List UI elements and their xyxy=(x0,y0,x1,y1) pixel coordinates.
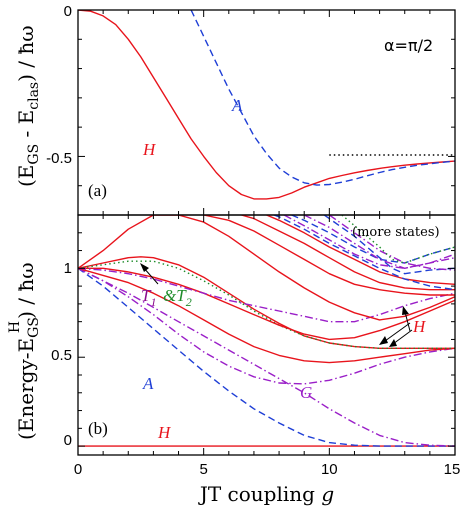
series-line-g1 xyxy=(78,267,455,447)
t1-sub: 1 xyxy=(150,295,156,309)
panel-a-series-label-a: A xyxy=(231,96,243,115)
arrow-h1-head xyxy=(379,336,388,345)
series-line-h5 xyxy=(203,215,455,296)
series-line-h4 xyxy=(78,215,455,321)
series-line-a1 xyxy=(78,267,455,447)
series-line-h1 xyxy=(78,267,455,364)
series-line-t1-t2 xyxy=(78,260,455,349)
x-axis-label-var: g xyxy=(321,482,334,506)
panel-a-ylabel-sub2: clas xyxy=(26,82,42,110)
panel-a-ylabel: (EGS - Eclas) / ħω xyxy=(14,25,42,187)
panel-b-ylabel-sup: H xyxy=(7,321,23,333)
series-line-h6 xyxy=(241,215,455,291)
series-line-g3 xyxy=(78,267,455,323)
panel-b-label-t2: &T2 xyxy=(163,286,192,309)
series-line-a4 xyxy=(323,215,455,275)
panel-b-label-t1: T1 xyxy=(141,286,156,309)
alpha-annotation: α=π/2 xyxy=(384,36,433,55)
xtick-label-15: 15 xyxy=(444,461,461,478)
arrow-h3-head xyxy=(402,306,409,315)
panel-b-ytick-label-0: 0 xyxy=(64,432,72,449)
series-line-g4 xyxy=(283,215,455,269)
xtick-label-0: 0 xyxy=(74,461,82,478)
panel-a-label: (a) xyxy=(88,181,107,200)
panel-b-label-g: G xyxy=(300,383,312,402)
panel-b-label-h-ground: H xyxy=(157,423,172,442)
panel-b-ylabel-sub: GS xyxy=(26,317,42,338)
arrow-t-head xyxy=(140,263,149,272)
series-line-h xyxy=(78,10,455,200)
panel-a: 0 -0.5 (a) α=π/2 H A (EGS - Eclas) / ħω xyxy=(14,3,456,216)
t2-sub: 2 xyxy=(186,295,192,309)
panel-b-ticks xyxy=(77,214,456,455)
xtick-label-10: 10 xyxy=(321,461,338,478)
panel-a-ylabel-tail: ) / ħω xyxy=(14,25,38,81)
panel-b-frame xyxy=(77,214,456,456)
panel-a-ytick-label-1: -0.5 xyxy=(46,150,72,167)
panel-b-ylabel-tail: ) / ħω xyxy=(14,262,38,318)
panel-b-label: (b) xyxy=(88,419,108,438)
arrow-h2-line xyxy=(392,329,413,345)
pointer-arrows xyxy=(140,263,413,347)
panel-a-ylabel-main: (E xyxy=(14,165,38,187)
t2-letter: &T xyxy=(163,286,187,305)
t1-letter: T xyxy=(141,286,152,305)
series-line-h3 xyxy=(78,267,455,341)
panel-b-ytick-label-05: 0.5 xyxy=(51,347,72,364)
more-states-annotation: (more states) xyxy=(352,225,440,240)
series-line-a2 xyxy=(273,215,455,291)
panel-b-ylabel-main: (Energy-E xyxy=(14,338,38,440)
panel-a-ylabel-sub1: GS xyxy=(26,144,42,165)
series-line-a3 xyxy=(291,215,455,264)
panel-b-ytick-label-1: 1 xyxy=(64,260,72,277)
series-line-g2 xyxy=(78,267,455,385)
x-axis-label: JT coupling g xyxy=(198,482,334,506)
series-line-a xyxy=(190,10,455,186)
arrow-h1-line xyxy=(384,322,411,342)
panel-a-series-label-h: H xyxy=(142,140,157,159)
panel-b-label-a: A xyxy=(142,374,154,393)
arrow-h3-line xyxy=(404,311,411,332)
series-line-h7 xyxy=(266,215,455,285)
panel-b-ylabel: (Energy-EGSH ) / ħω xyxy=(7,262,42,440)
series-line-g6 xyxy=(328,215,455,271)
x-axis-label-main: JT coupling xyxy=(198,482,321,506)
xtick-label-5: 5 xyxy=(200,461,208,478)
panel-a-lines xyxy=(78,10,455,200)
panel-b-label-h-upper: H xyxy=(412,317,427,336)
panel-a-ticks xyxy=(77,9,456,215)
panel-a-ylabel-mid: - E xyxy=(14,110,38,144)
series-line-g5 xyxy=(303,215,455,269)
panel-b: 1 0.5 0 0 5 10 15 (b) (more states) T1 &… xyxy=(7,214,461,506)
panel-a-ytick-label-0: 0 xyxy=(64,3,72,20)
arrow-h2-head xyxy=(389,339,397,347)
panel-b-lines xyxy=(78,215,455,447)
